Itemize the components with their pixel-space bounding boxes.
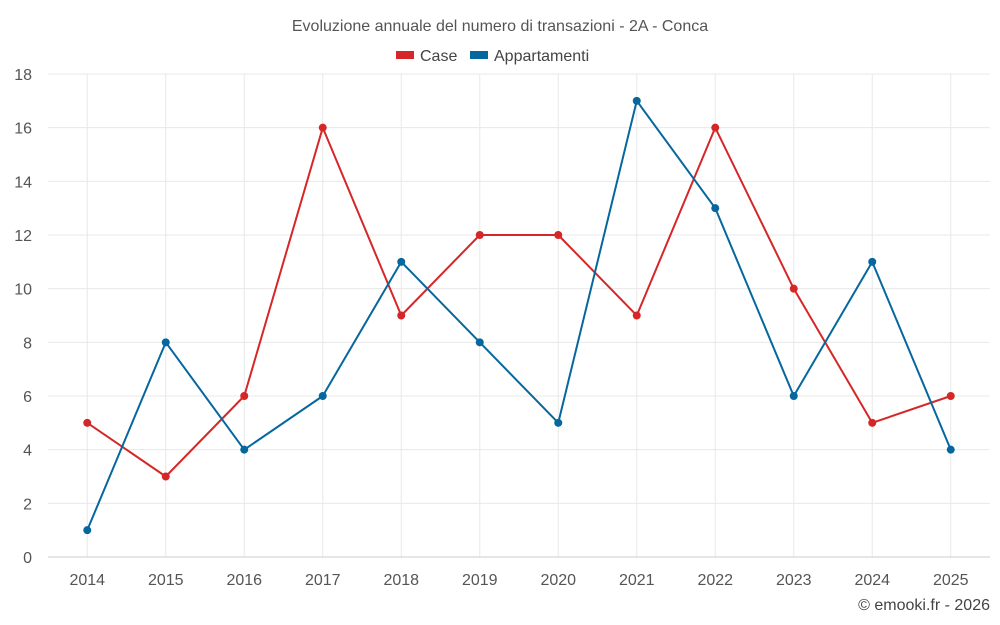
credit-text: © emooki.fr - 2026 [858,597,990,614]
series-line-appartamenti [86,99,952,531]
data-point-case [161,472,170,481]
y-tick-label: 0 [23,550,32,567]
data-point-appartamenti [789,392,798,400]
x-tick-label: 2021 [619,572,655,589]
x-tick-label: 2019 [462,572,498,589]
y-tick-label: 14 [14,174,32,191]
legend-swatch-case [396,51,414,59]
y-axis-ticks: 0 2 4 6 8 10 12 14 16 18 [14,67,32,567]
legend-item-case[interactable]: Case [396,48,457,65]
series-layer [83,96,955,535]
series-line-case [86,126,952,478]
chart-title: Evoluzione annuale del numero di transaz… [292,18,708,35]
x-tick-label: 2018 [383,572,419,589]
y-tick-label: 16 [14,121,32,138]
y-tick-label: 6 [23,389,32,406]
legend: Case Appartamenti [396,48,589,65]
data-point-appartamenti [946,445,955,454]
data-point-case [868,418,877,427]
data-point-appartamenti [240,445,249,454]
y-tick-label: 8 [23,335,32,352]
data-point-appartamenti [397,257,406,266]
legend-swatch-appartamenti [470,51,488,59]
data-point-appartamenti [554,418,563,427]
data-point-case [240,392,249,400]
legend-item-appartamenti[interactable]: Appartamenti [470,48,589,65]
data-point-case [318,123,327,132]
data-point-appartamenti [161,338,170,347]
legend-label-appartamenti: Appartamenti [494,48,589,65]
gridlines [48,73,990,557]
x-tick-label: 2022 [697,572,733,589]
data-point-case [554,231,563,239]
y-tick-label: 4 [23,443,32,460]
x-axis-ticks: 2014 2015 2016 2017 2018 2019 2020 2021 2022 2023… [69,572,968,589]
data-point-case [789,284,798,293]
y-tick-label: 18 [14,67,32,84]
data-point-appartamenti [83,526,92,535]
y-tick-label: 2 [23,496,32,513]
data-point-case [83,418,92,427]
data-point-case [711,123,720,132]
data-point-case [475,231,484,239]
data-point-appartamenti [475,338,484,347]
data-point-appartamenti [632,96,641,105]
data-point-case [632,311,641,320]
x-tick-label: 2020 [540,572,576,589]
data-point-appartamenti [318,392,327,400]
data-point-appartamenti [711,204,720,213]
x-tick-label: 2015 [148,572,184,589]
x-tick-label: 2016 [226,572,262,589]
x-tick-label: 2023 [776,572,812,589]
x-tick-label: 2025 [933,572,969,589]
data-point-case [946,392,955,400]
data-point-appartamenti [868,257,877,266]
y-tick-label: 12 [14,228,32,245]
x-tick-label: 2024 [854,572,890,589]
legend-label-case: Case [420,48,457,65]
data-point-case [397,311,406,320]
x-tick-label: 2017 [305,572,341,589]
x-tick-label: 2014 [69,572,105,589]
y-tick-label: 10 [14,282,32,299]
